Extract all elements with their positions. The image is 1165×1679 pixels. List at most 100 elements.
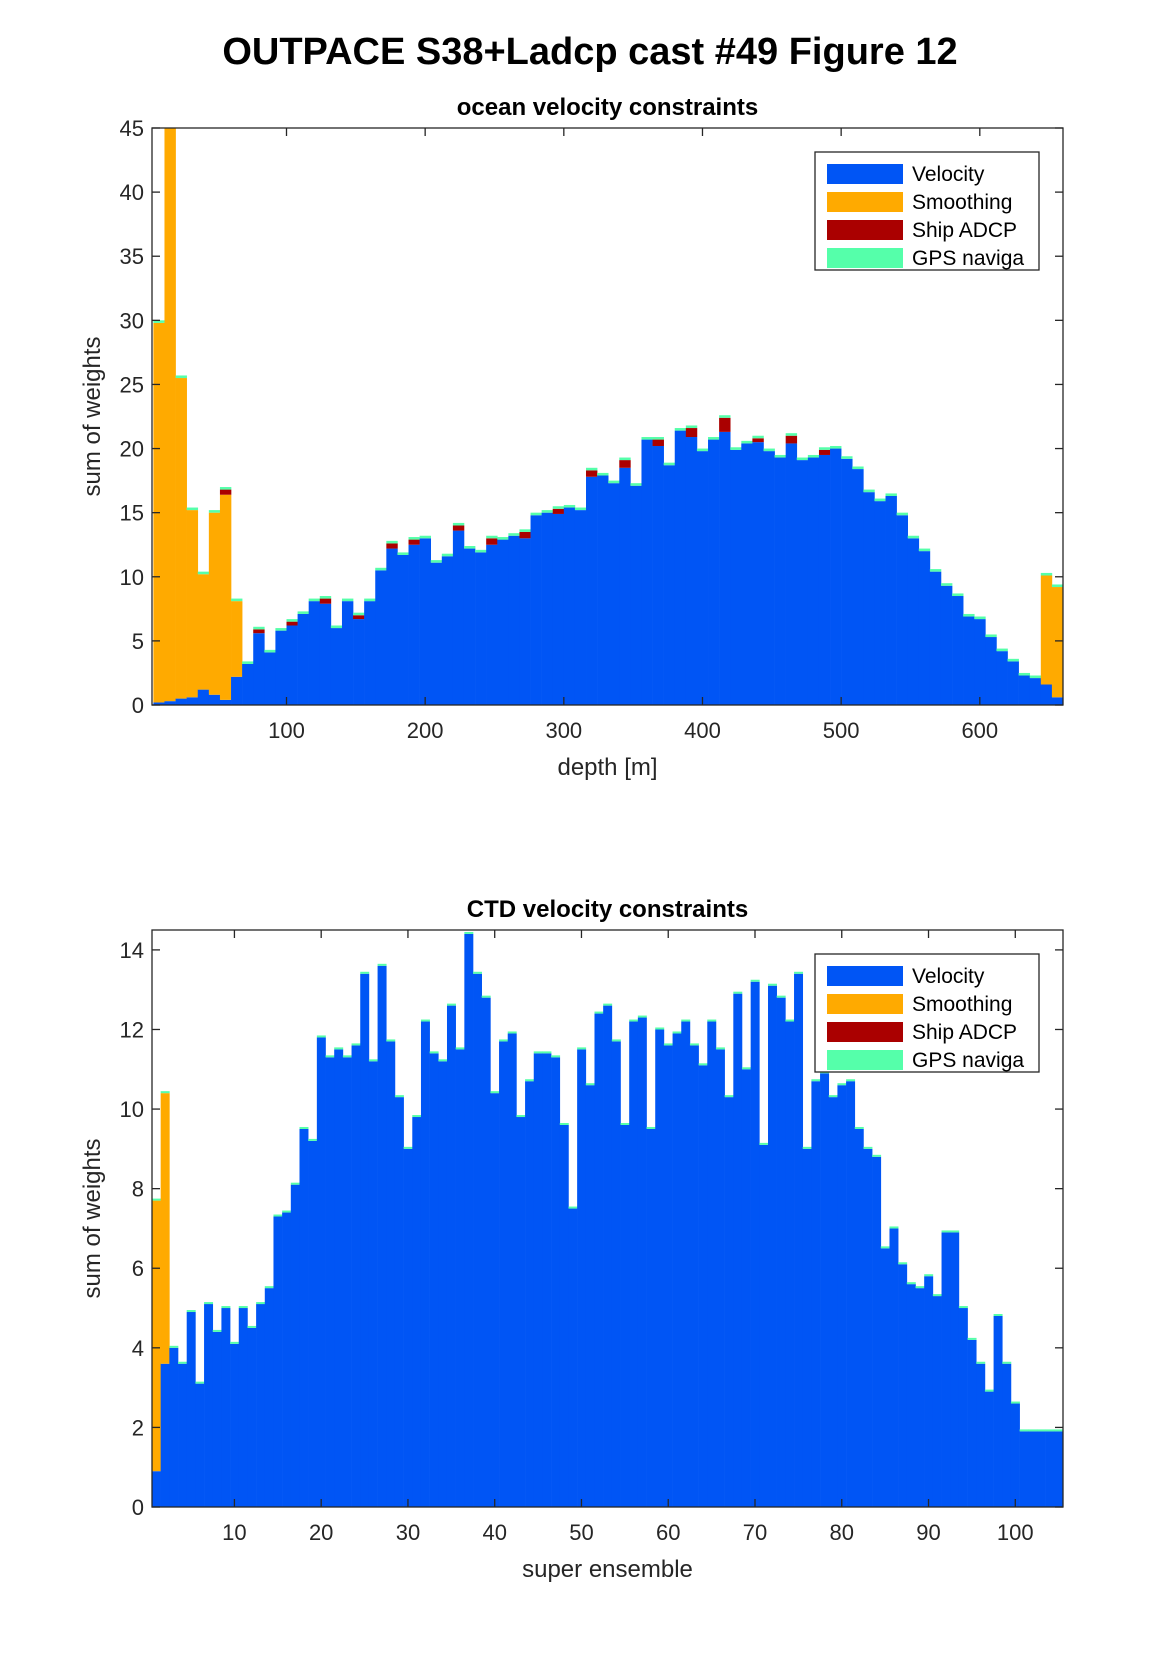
bar-gps-navigation — [204, 1302, 214, 1305]
x-tick-label: 80 — [830, 1520, 854, 1545]
bar-gps-navigation — [455, 1047, 465, 1050]
bar-velocity — [394, 1097, 404, 1507]
y-tick-label: 14 — [120, 938, 144, 963]
bar-velocity — [1036, 1431, 1046, 1507]
legend-swatch-ship-adcp — [827, 1022, 903, 1042]
x-tick-label: 300 — [545, 718, 582, 743]
bar-velocity — [481, 997, 491, 1507]
bar-velocity — [685, 437, 698, 705]
bar-gps-navigation — [1019, 1429, 1029, 1432]
bar-gps-navigation — [918, 548, 931, 552]
bar-gps-navigation — [275, 628, 287, 631]
bar-gps-navigation — [696, 448, 709, 452]
bar-velocity — [863, 492, 875, 705]
bar-velocity — [430, 562, 443, 705]
bar-velocity — [542, 1053, 552, 1507]
bar-velocity — [446, 1005, 456, 1507]
legend-swatch-gps-navigation — [827, 1050, 903, 1070]
bar-velocity — [655, 1029, 665, 1507]
bar-gps-navigation — [924, 1274, 934, 1277]
bar-velocity — [708, 439, 720, 705]
bar-velocity — [341, 601, 354, 705]
bar-ship-adcp — [818, 449, 831, 455]
bar-velocity — [275, 630, 287, 705]
bar-gps-navigation — [221, 1306, 231, 1309]
bar-velocity — [351, 1045, 361, 1507]
y-tick-label: 8 — [132, 1177, 144, 1202]
bar-gps-navigation — [481, 995, 491, 998]
bar-velocity — [663, 465, 676, 705]
bar-gps-navigation — [386, 1039, 396, 1042]
legend-label-velocity: Velocity — [912, 965, 985, 988]
bar-velocity — [160, 1363, 170, 1507]
bar-gps-navigation — [164, 124, 175, 127]
bar-gps-navigation — [774, 454, 786, 458]
bar-velocity — [996, 651, 1008, 705]
bar-gps-navigation — [752, 435, 764, 439]
bar-gps-navigation — [490, 1091, 500, 1094]
bar-velocity — [719, 431, 731, 705]
figure-title: OUTPACE S38+Ladcp cast #49 Figure 12 — [222, 31, 957, 73]
bar-gps-navigation — [568, 1206, 578, 1209]
x-tick-label: 70 — [743, 1520, 767, 1545]
bar-gps-navigation — [394, 1095, 404, 1098]
bar-gps-navigation — [452, 522, 465, 526]
bar-gps-navigation — [586, 467, 598, 471]
bar-velocity — [1054, 1431, 1063, 1507]
bar-velocity — [785, 1021, 795, 1507]
bar-velocity — [551, 1057, 561, 1507]
bar-velocity — [325, 1057, 335, 1507]
bar-velocity — [872, 1156, 882, 1507]
bar-velocity — [463, 548, 476, 705]
x-tick-label: 20 — [309, 1520, 333, 1545]
bar-velocity — [652, 445, 664, 705]
bar-gps-navigation — [175, 375, 187, 379]
bar-velocity — [993, 1315, 1003, 1507]
y-tick-label: 45 — [120, 116, 144, 141]
bar-gps-navigation — [841, 456, 853, 459]
bar-gps-navigation — [929, 569, 942, 572]
bar-gps-navigation — [169, 1345, 179, 1348]
bar-velocity — [663, 1045, 673, 1507]
bar-velocity — [197, 689, 210, 705]
bars — [152, 931, 1063, 1507]
bar-velocity — [368, 1061, 378, 1507]
bar-ship-adcp — [219, 489, 232, 495]
bar-gps-navigation — [963, 613, 975, 617]
bar-gps-navigation — [967, 1337, 977, 1340]
bar-gps-navigation — [219, 487, 232, 490]
bar-velocity — [342, 1057, 352, 1507]
bar-gps-navigation — [551, 1055, 561, 1058]
bar-gps-navigation — [264, 649, 276, 653]
bar-gps-navigation — [1054, 1429, 1063, 1432]
bar-gps-navigation — [996, 648, 1008, 652]
bar-velocity — [818, 454, 831, 705]
bar-gps-navigation — [1002, 1361, 1012, 1364]
bar-gps-navigation — [1028, 1429, 1038, 1432]
bar-velocity — [752, 442, 764, 705]
bar-gps-navigation — [286, 619, 298, 622]
bar-gps-navigation — [386, 540, 398, 544]
bar-gps-navigation — [153, 320, 165, 323]
bar-gps-navigation — [672, 1031, 682, 1034]
bar-gps-navigation — [608, 480, 620, 484]
bar-gps-navigation — [319, 596, 332, 599]
bar-gps-navigation — [499, 1039, 509, 1042]
bar-gps-navigation — [674, 428, 687, 431]
bar-velocity — [438, 1061, 448, 1507]
bar-velocity — [1007, 661, 1019, 705]
bar-gps-navigation — [186, 507, 199, 511]
bar-gps-navigation — [852, 466, 864, 470]
bar-velocity — [319, 603, 332, 705]
bar-gps-navigation — [368, 1059, 378, 1062]
bar-velocity — [880, 1248, 890, 1507]
bar-velocity — [412, 1117, 422, 1507]
bar-velocity — [525, 1081, 535, 1507]
bar-gps-navigation — [541, 510, 554, 513]
bar-gps-navigation — [438, 1059, 448, 1062]
bar-velocity — [820, 1073, 830, 1507]
bar-velocity — [464, 933, 474, 1507]
bar-gps-navigation — [178, 1361, 188, 1364]
chart-ocean-velocity-constraints: ocean velocity constraints 0 5 10 15 20 25 30 35… — [79, 94, 1064, 781]
bar-velocity — [952, 596, 964, 705]
